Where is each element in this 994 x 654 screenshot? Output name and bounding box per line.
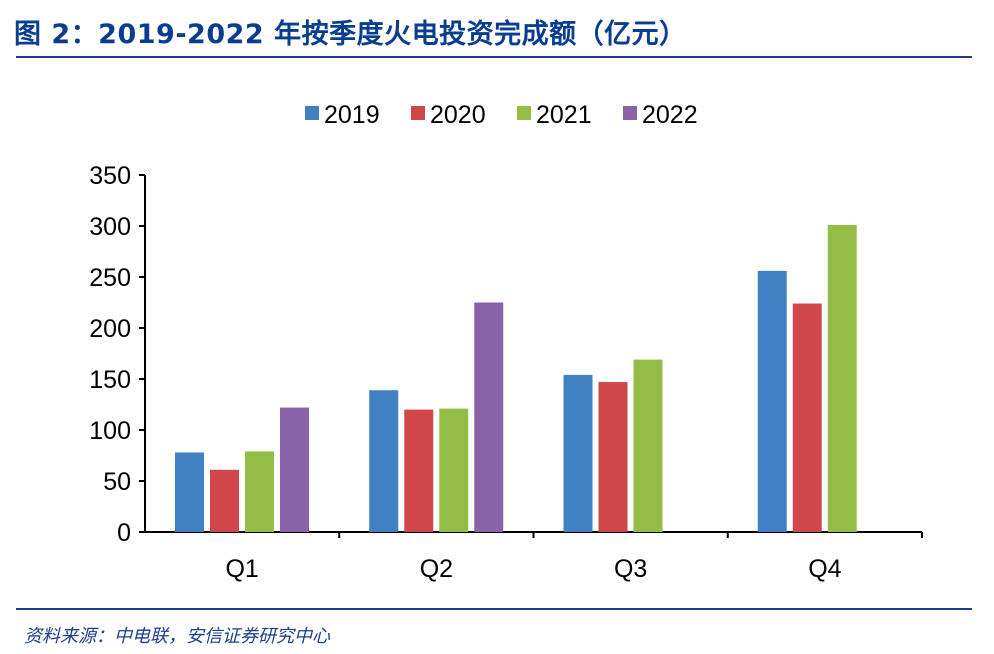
legend-label-2022: 2022 [642,101,698,129]
legend-label-2019: 2019 [324,101,380,129]
legend-swatch-2020 [411,106,425,120]
bar-2021-Q2 [439,408,469,532]
title-rule [16,56,972,58]
bar-2021-Q1 [245,451,274,532]
figure-title: 图 2：2019-2022 年按季度火电投资完成额（亿元） [14,19,687,50]
legend-label-2020: 2020 [430,101,486,129]
y-tick-label: 350 [89,162,131,190]
y-tick-label: 50 [103,468,131,496]
bar-2019-Q4 [757,270,787,532]
bar-2021-Q4 [827,224,857,533]
x-tick-label: Q2 [420,555,453,583]
legend-swatch-2019 [305,106,319,120]
x-tick-label: Q3 [614,555,647,583]
legend-label-2021: 2021 [536,101,592,129]
y-tick-label: 100 [89,417,131,445]
source-rule [16,608,972,610]
bar-2020-Q3 [598,382,628,532]
y-tick-label: 150 [89,366,131,394]
bar-2020-Q4 [792,303,822,532]
bar-2020-Q2 [404,409,434,532]
bar-2021-Q3 [633,359,663,532]
x-tick-label: Q4 [808,555,841,583]
legend-swatch-2021 [517,106,531,120]
legend-swatch-2022 [623,106,637,120]
x-tick-label: Q1 [225,555,258,583]
bar-2022-Q2 [474,302,504,532]
bar-2022-Q1 [280,407,309,532]
y-tick-label: 200 [89,315,131,343]
y-tick-label: 0 [117,519,131,547]
bar-2019-Q3 [563,374,593,532]
source-note: 资料来源：中电联，安信证券研究中心 [24,626,330,647]
y-tick-label: 300 [89,213,131,241]
bar-2020-Q1 [210,469,239,532]
bar-2019-Q2 [369,390,399,532]
bar-2019-Q1 [175,452,204,532]
y-tick-label: 250 [89,264,131,292]
